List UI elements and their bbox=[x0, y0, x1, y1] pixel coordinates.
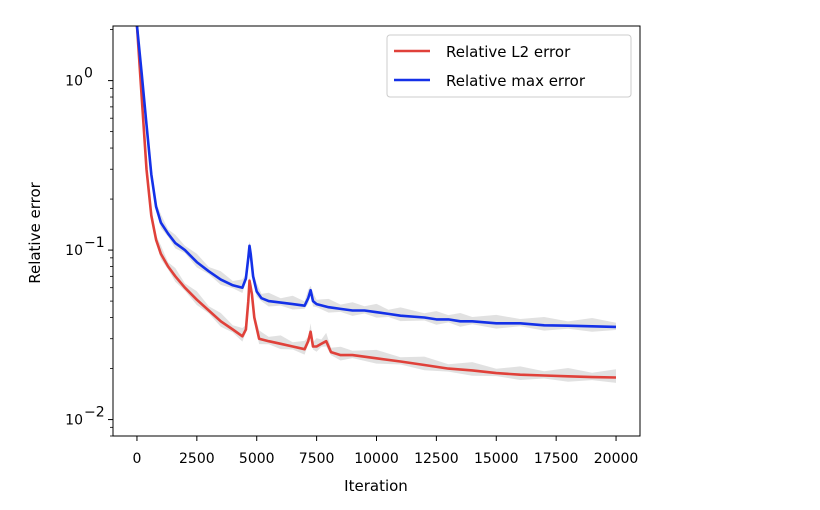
legend: Relative L2 error Relative max error bbox=[386, 34, 632, 98]
series-lines bbox=[135, 25, 617, 379]
x-tick-label: 7500 bbox=[299, 451, 335, 467]
series-line-1 bbox=[135, 25, 617, 329]
x-axis-label: Iteration bbox=[344, 477, 408, 495]
x-tick-label: 2500 bbox=[179, 451, 215, 467]
legend-box bbox=[386, 34, 632, 98]
y-axis-label: Relative error bbox=[26, 181, 44, 283]
y-tick-label: 10 bbox=[65, 413, 83, 429]
x-axis-ticks: 0 2500 5000 7500 10000 12500 15000 17500 20000 bbox=[132, 436, 638, 467]
y-tick-exponent: 0 bbox=[84, 66, 93, 82]
x-tick-label: 10000 bbox=[354, 451, 399, 467]
legend-label-l2: Relative L2 error bbox=[446, 43, 571, 61]
series-line-0 bbox=[135, 25, 617, 379]
x-tick-label: 20000 bbox=[594, 451, 639, 467]
legend-label-max: Relative max error bbox=[446, 72, 586, 90]
y-tick-base: 10 bbox=[65, 413, 83, 429]
x-tick-label: 17500 bbox=[534, 451, 579, 467]
y-tick-base: 10 bbox=[65, 74, 83, 90]
y-tick-label: 10 bbox=[65, 74, 83, 90]
y-tick-exponent: −2 bbox=[84, 405, 105, 421]
y-tick-base: 10 bbox=[65, 243, 83, 259]
x-tick-label: 5000 bbox=[239, 451, 275, 467]
x-tick-label: 12500 bbox=[414, 451, 459, 467]
y-tick-label: 10 bbox=[65, 243, 83, 259]
x-tick-label: 15000 bbox=[474, 451, 519, 467]
x-tick-label: 0 bbox=[132, 451, 141, 467]
y-tick-exponent: −1 bbox=[84, 235, 105, 251]
